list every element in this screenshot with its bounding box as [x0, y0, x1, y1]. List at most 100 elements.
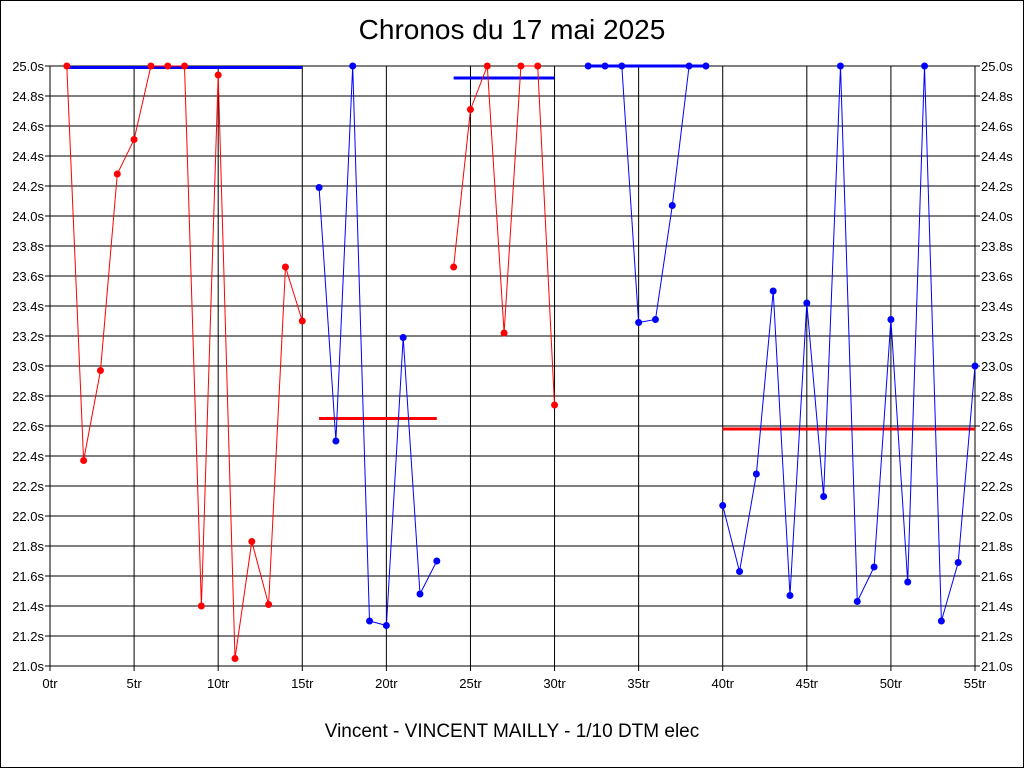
- chart-subtitle: Vincent - VINCENT MAILLY - 1/10 DTM elec: [324, 721, 700, 742]
- data-point: [517, 62, 525, 70]
- y-tick-label-left: 24.6s: [12, 119, 44, 134]
- data-point: [668, 202, 676, 209]
- data-point: [786, 592, 794, 599]
- data-point: [433, 557, 441, 565]
- y-tick-label-right: 24.4s: [981, 149, 1013, 164]
- data-point: [853, 598, 861, 605]
- data-point: [164, 62, 172, 70]
- y-tick-label-right: 25.0s: [981, 59, 1013, 74]
- y-tick-label-left: 24.8s: [12, 89, 44, 104]
- y-tick-label-left: 22.8s: [12, 389, 44, 404]
- data-point: [534, 62, 542, 70]
- data-point: [584, 62, 592, 70]
- y-tick-label-right: 22.6s: [981, 419, 1013, 434]
- x-tick-label: 5tr: [127, 676, 143, 691]
- data-point: [181, 62, 189, 70]
- x-tick-label: 0tr: [42, 676, 58, 691]
- y-tick-label-left: 23.4s: [12, 299, 44, 314]
- data-point: [904, 578, 912, 586]
- data-point: [281, 263, 289, 271]
- y-tick-label-right: 23.6s: [981, 269, 1013, 284]
- data-point: [147, 62, 155, 70]
- y-tick-label-left: 22.4s: [12, 449, 44, 464]
- y-tick-label-right: 23.0s: [981, 359, 1013, 374]
- data-point: [130, 136, 138, 143]
- data-point: [315, 184, 323, 191]
- y-tick-label-right: 23.8s: [981, 239, 1013, 254]
- series-line: [722, 65, 976, 622]
- data-point: [500, 329, 508, 337]
- y-tick-label-right: 24.2s: [981, 179, 1013, 194]
- y-tick-label-right: 21.0s: [981, 659, 1013, 674]
- y-tick-label-left: 24.0s: [12, 209, 44, 224]
- series-line: [318, 65, 438, 627]
- data-point: [63, 62, 71, 70]
- data-point: [399, 334, 407, 341]
- data-point: [719, 502, 727, 509]
- data-point: [483, 62, 491, 70]
- data-point: [197, 602, 205, 610]
- y-tick-label-left: 24.2s: [12, 179, 44, 194]
- data-point: [80, 457, 88, 464]
- y-tick-label-right: 21.8s: [981, 539, 1013, 554]
- x-tick-label: 10tr: [207, 676, 230, 691]
- data-point: [736, 568, 744, 575]
- data-point: [635, 319, 643, 326]
- data-point: [96, 367, 104, 374]
- x-tick-label: 35tr: [627, 676, 650, 691]
- data-point: [651, 316, 659, 323]
- data-point: [685, 62, 693, 70]
- data-point: [601, 62, 609, 70]
- data-point: [298, 317, 306, 325]
- y-tick-label-left: 23.2s: [12, 329, 44, 344]
- y-tick-label-right: 21.2s: [981, 629, 1013, 644]
- y-tick-label-right: 21.6s: [981, 569, 1013, 584]
- data-point: [702, 62, 710, 70]
- y-tick-label-right: 24.0s: [981, 209, 1013, 224]
- y-tick-label-left: 23.6s: [12, 269, 44, 284]
- y-tick-label-left: 21.4s: [12, 599, 44, 614]
- data-point: [803, 299, 811, 307]
- y-tick-label-left: 21.0s: [12, 659, 44, 674]
- y-tick-label-left: 23.0s: [12, 359, 44, 374]
- data-point: [752, 470, 760, 478]
- data-point: [416, 590, 424, 598]
- x-tick-label: 15tr: [291, 676, 314, 691]
- y-tick-label-left: 22.2s: [12, 479, 44, 494]
- y-tick-label-right: 22.8s: [981, 389, 1013, 404]
- y-tick-label-right: 22.0s: [981, 509, 1013, 524]
- y-tick-label-left: 24.4s: [12, 149, 44, 164]
- y-tick-label-right: 24.6s: [981, 119, 1013, 134]
- data-point: [382, 622, 390, 629]
- data-point: [450, 263, 458, 271]
- x-tick-label: 45tr: [796, 676, 819, 691]
- data-point: [769, 287, 777, 295]
- y-tick-label-left: 23.8s: [12, 239, 44, 254]
- data-point: [113, 170, 121, 178]
- x-tick-label: 25tr: [459, 676, 482, 691]
- data-point: [551, 401, 559, 409]
- y-tick-label-left: 25.0s: [12, 59, 44, 74]
- data-point: [954, 559, 962, 566]
- data-point: [265, 601, 273, 608]
- x-tick-label: 20tr: [375, 676, 398, 691]
- y-tick-label-left: 22.6s: [12, 419, 44, 434]
- y-tick-label-right: 22.4s: [981, 449, 1013, 464]
- x-tick-label: 30tr: [543, 676, 566, 691]
- y-tick-label-right: 23.2s: [981, 329, 1013, 344]
- data-point: [248, 538, 256, 545]
- data-point: [231, 655, 239, 662]
- data-point: [332, 437, 340, 445]
- y-tick-label-left: 22.0s: [12, 509, 44, 524]
- y-tick-label-right: 22.2s: [981, 479, 1013, 494]
- y-tick-label-right: 23.4s: [981, 299, 1013, 314]
- data-point: [870, 563, 878, 571]
- data-point: [887, 316, 895, 323]
- data-point: [214, 71, 222, 79]
- data-point: [937, 617, 945, 625]
- y-tick-label-right: 24.8s: [981, 89, 1013, 104]
- x-tick-label: 40tr: [712, 676, 735, 691]
- data-point: [921, 62, 929, 70]
- data-point: [349, 62, 357, 70]
